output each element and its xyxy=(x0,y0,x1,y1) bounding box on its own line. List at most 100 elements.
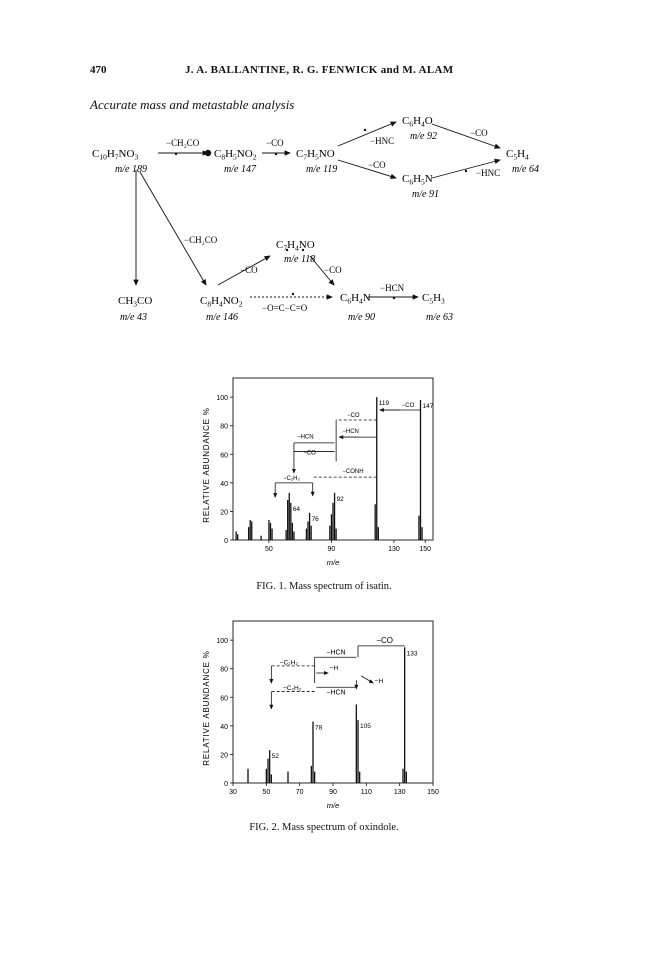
annot-hcn-a: −HCN xyxy=(342,429,359,435)
annot-h-a: −H xyxy=(330,665,339,672)
x-tick-label: 50 xyxy=(265,546,273,553)
label-ch2co-top: −CH₂CO xyxy=(166,138,200,148)
peak-label: 133 xyxy=(407,650,418,657)
y-tick-label: 100 xyxy=(216,638,228,645)
x-tick-label: 150 xyxy=(419,546,431,553)
formula-c6o: C6H4O xyxy=(402,115,433,129)
peak-label: 105 xyxy=(360,723,371,730)
y-tick-label: 100 xyxy=(216,395,228,402)
peak-label: 52 xyxy=(272,753,280,760)
x-tick-label: 50 xyxy=(262,789,270,796)
x-tick-label: 130 xyxy=(394,789,406,796)
mass-c6o: m/e 92 xyxy=(410,131,437,142)
annot-hcn-b: −HCN xyxy=(326,689,345,696)
formula-c8no2: C8H5NO2 xyxy=(214,148,257,162)
arrow-189-146 xyxy=(139,171,207,286)
annot-co-a: −CO xyxy=(402,403,415,409)
annot-hcn-a: −HCN xyxy=(326,649,345,656)
y-tick-label: 60 xyxy=(220,695,228,702)
formula-c10: C10H7NO3 xyxy=(92,148,138,162)
mass-c5: m/e 64 xyxy=(512,164,539,175)
label-hcn: −HCN xyxy=(380,283,405,293)
transition-arrow xyxy=(361,675,374,684)
y-tick-label: 20 xyxy=(220,752,228,759)
peak-label: 76 xyxy=(312,516,320,523)
formula-c5b: C5H3 xyxy=(422,292,445,306)
running-header-authors: J. A. BALLANTINE, R. G. FENWICK and M. A… xyxy=(185,64,454,76)
plot-frame xyxy=(232,620,434,784)
arrow-119-92 xyxy=(337,121,397,147)
annot-co-c: −CO xyxy=(303,450,316,456)
x-tick-label: 90 xyxy=(328,546,336,553)
annot-hcn-b: −HCN xyxy=(297,435,314,441)
annot-co-b: −CO xyxy=(347,413,360,419)
arrow-91-64 xyxy=(431,158,501,179)
x-tick-label: 130 xyxy=(388,546,400,553)
peak-label: 119 xyxy=(379,400,390,407)
section-heading: Accurate mass and metastable analysis xyxy=(90,97,295,112)
mass-c6n: m/e 91 xyxy=(412,189,439,200)
y-tick-label: 40 xyxy=(220,481,228,488)
mass-c7no_b: m/e 118 xyxy=(284,254,315,265)
peak-label: 92 xyxy=(337,496,345,503)
formula-c8no2b: C8H4NO2 xyxy=(200,295,243,309)
arrow-119-91 xyxy=(337,159,397,179)
y-tick-label: 40 xyxy=(220,724,228,731)
annot-c2h2: −C₂H₂ xyxy=(283,476,300,482)
label-co-1: −CO xyxy=(266,138,284,148)
fig2-caption: FIG. 2. Mass spectrum of oxindole. xyxy=(249,822,399,833)
mass-c5b: m/e 63 xyxy=(426,312,453,323)
fig1-mass-spectrum: 0 20 40 60 80 100 50 90 130 150 RELATIVE ABUNDANCE… xyxy=(202,377,434,567)
label-hnc-1: −HNC xyxy=(370,136,394,146)
y-tick-label: 60 xyxy=(220,452,228,459)
label-occo: −O=C−C=O xyxy=(262,303,308,313)
mass-c8no2b: m/e 146 xyxy=(206,312,238,323)
label-co-2: −CO xyxy=(368,160,386,170)
y-tick-label: 0 xyxy=(224,781,228,788)
y-tick-label: 80 xyxy=(220,424,228,431)
arrow-92-64 xyxy=(431,123,501,149)
y-axis-label: RELATIVE ABUNDANCE % xyxy=(202,650,211,765)
x-tick-label: 90 xyxy=(329,789,337,796)
x-axis-label: m/e xyxy=(327,801,340,810)
mass-c8no2: m/e 147 xyxy=(224,164,257,175)
fig2-mass-spectrum: 0 20 40 60 80 100 30 50 70 90 110 130 150 RELATIVE AB… xyxy=(202,620,439,810)
formula-c6n_b: C6H4N xyxy=(340,292,371,306)
x-tick-label: 110 xyxy=(361,789,372,796)
annot-c2h2-b: −C₂H₂ xyxy=(283,685,302,692)
x-tick-label: 30 xyxy=(229,789,237,796)
label-co-5: −CO xyxy=(324,265,342,275)
annot-c2h2-a: −C₂H₂ xyxy=(280,659,299,666)
page-number: 470 xyxy=(90,64,107,76)
y-tick-label: 0 xyxy=(224,538,228,545)
formula-c5: C5H4 xyxy=(506,148,529,162)
peak-label: 78 xyxy=(315,725,323,732)
annot-co: −CO xyxy=(376,636,393,645)
x-axis-label: m/e xyxy=(327,558,340,567)
formula-c6n: C6H5N xyxy=(402,173,433,187)
peak-label: 147 xyxy=(423,403,434,410)
formula-c7no_b: C7H4NO xyxy=(276,239,315,253)
label-co-4: −CO xyxy=(240,265,258,275)
annot-h-b: −H xyxy=(375,678,384,685)
y-tick-label: 80 xyxy=(220,667,228,674)
peak-label: 64 xyxy=(293,506,301,513)
arrow-146-118 xyxy=(217,255,271,286)
fragmentation-scheme: C10H7NO3 m/e 189 C8H5NO2 m/e 147 C7H5NO m/e 1… xyxy=(92,115,539,323)
annot-conh: −CONH xyxy=(342,469,363,475)
label-co-3: −CO xyxy=(470,128,488,138)
label-ch2co-side: −CH₂CO xyxy=(184,235,218,245)
y-tick-label: 20 xyxy=(220,509,228,516)
formula-c7no: C7H5NO xyxy=(296,148,335,162)
y-axis-label: RELATIVE ABUNDANCE % xyxy=(202,407,211,522)
x-tick-label: 70 xyxy=(296,789,304,796)
arrow-118-90 xyxy=(309,255,335,286)
fig1-caption: FIG. 1. Mass spectrum of isatin. xyxy=(256,581,392,592)
mass-c6n_b: m/e 90 xyxy=(348,312,375,323)
formula-ch3co: CH3CO xyxy=(118,295,152,309)
mass-ch3co: m/e 43 xyxy=(120,312,147,323)
mass-c10: m/e 189 xyxy=(115,164,147,175)
mass-c7no: m/e 119 xyxy=(306,164,337,175)
x-tick-label: 150 xyxy=(427,789,439,796)
label-hnc-2: −HNC xyxy=(476,168,500,178)
